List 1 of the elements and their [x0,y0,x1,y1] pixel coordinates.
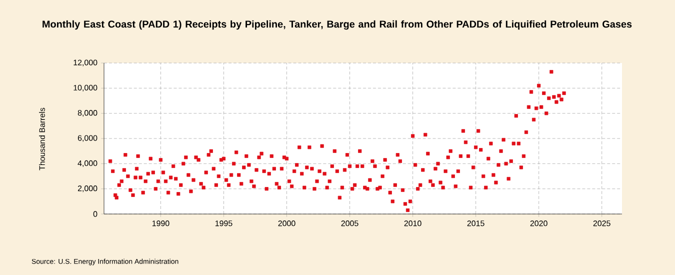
chart-title: Monthly East Coast (PADD 1) Receipts by Pipeline, Tanker, Barge and Rail from Other PADDs of Liquified Petroleum Gases [42,20,632,30]
